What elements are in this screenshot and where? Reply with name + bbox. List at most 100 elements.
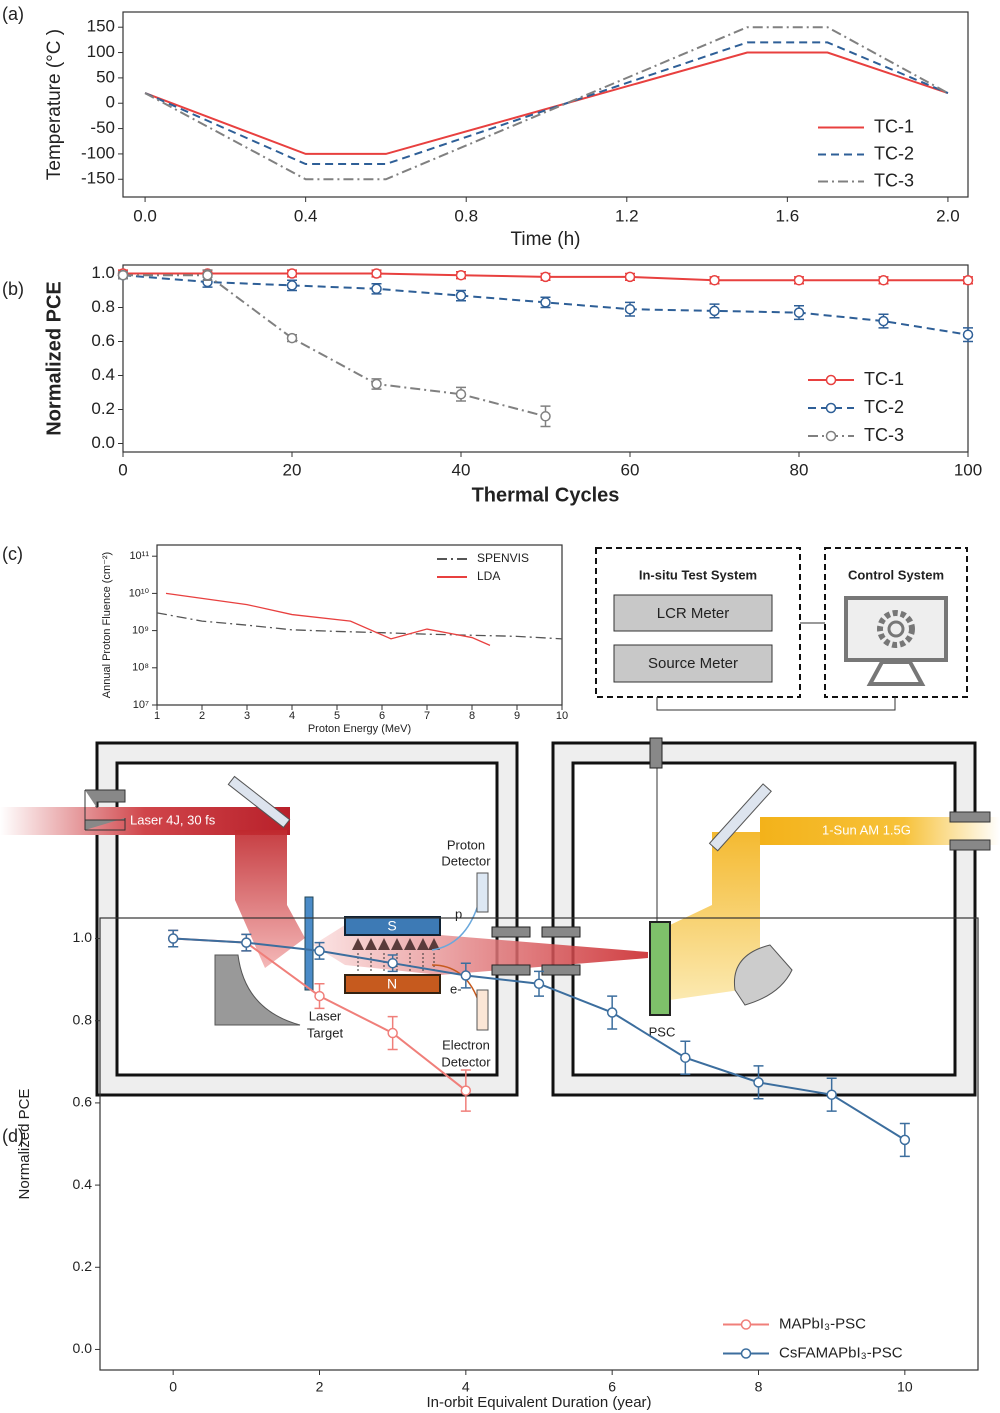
source-meter [613, 644, 773, 683]
marker [709, 305, 720, 317]
x-tick-label: 2.0 [936, 206, 960, 225]
marker [455, 269, 467, 281]
y-tick-label: 10¹¹ [129, 550, 149, 562]
electron-detector-label: Detector [441, 1054, 491, 1069]
monitor-stand [866, 660, 926, 686]
source-label: Source Meter [648, 655, 738, 672]
x-tick-label: 1.6 [776, 206, 800, 225]
marker [533, 978, 545, 989]
sun-mirror [733, 944, 793, 1006]
mirror [708, 783, 772, 852]
x-tick-label: 10 [556, 710, 568, 722]
marker [826, 1089, 837, 1100]
x-tick-label: 4 [289, 710, 295, 722]
legend-label: MAPbI₃-PSC [779, 1315, 866, 1332]
marker [387, 957, 398, 969]
proton-detector [476, 872, 489, 913]
y-tick-label: 1.0 [73, 929, 93, 945]
feedthrough [649, 737, 663, 769]
y-tick-label: 0.8 [91, 297, 115, 316]
marker [540, 411, 551, 422]
x-tick-label: 9 [514, 710, 520, 722]
beam-port [491, 926, 581, 976]
sun-path [670, 832, 760, 1000]
x-tick-label: 0.4 [294, 206, 318, 225]
test-system-title: In-situ Test System [639, 567, 757, 582]
legend-marker [740, 1348, 752, 1359]
x-tick-label: 0 [169, 1379, 177, 1395]
x-tick-label: 1.2 [615, 206, 639, 225]
marker [286, 332, 298, 344]
magnet-s [344, 916, 441, 936]
marker [314, 945, 325, 957]
marker [878, 275, 889, 286]
electron-detector [476, 989, 489, 1031]
chamber-right-inner [571, 761, 957, 1077]
x-axis-title: Thermal Cycles [472, 484, 620, 506]
flange [949, 811, 991, 851]
y-tick-label: 10⁹ [132, 625, 149, 637]
marker [371, 378, 382, 390]
y-tick-label: -100 [81, 143, 115, 162]
gear [877, 610, 915, 648]
electron-detector-label: Electron [442, 1037, 490, 1052]
y-tick-label: 1.0 [91, 263, 115, 282]
plot-frame [122, 264, 969, 453]
marker [460, 1085, 472, 1096]
y-axis-title: Normalized PCE [43, 281, 65, 435]
magnet-n-label: N [387, 976, 397, 992]
marker [371, 283, 382, 295]
laser-path [235, 830, 305, 968]
proton-detector-label: Proton [447, 837, 485, 852]
legend-label: TC-1 [874, 116, 914, 136]
lcr-label: LCR Meter [657, 605, 730, 622]
legend-marker [825, 374, 837, 386]
y-tick-label: 0.8 [73, 1011, 93, 1027]
series-line [165, 592, 491, 646]
mirror [227, 775, 291, 829]
legend-marker [740, 1319, 752, 1330]
y-tick-label: 0.4 [91, 365, 115, 384]
electron-label: e- [450, 981, 462, 996]
x-tick-label: 80 [790, 460, 809, 479]
proton-detector-label: Detector [441, 853, 491, 868]
x-axis-title: Proton Energy (MeV) [308, 723, 411, 735]
marker [167, 933, 179, 944]
flange [84, 789, 126, 831]
marker [286, 280, 298, 291]
laser-label: Laser 4J, 30 fs [130, 812, 216, 827]
field-arrows [352, 938, 440, 950]
y-tick-label: 100 [87, 42, 115, 61]
x-tick-label: 0.0 [133, 206, 157, 225]
marker [709, 275, 720, 286]
x-tick-label: 2 [199, 710, 205, 722]
legend-label: TC-1 [864, 369, 904, 389]
x-tick-label: 40 [452, 460, 471, 479]
series-line [144, 26, 949, 181]
marker [455, 388, 467, 400]
marker [455, 290, 467, 301]
target-label: Target [307, 1025, 344, 1040]
marker [606, 1007, 618, 1018]
x-tick-label: 5 [334, 710, 340, 722]
plot-frame [156, 544, 563, 706]
legend-label: TC-2 [864, 397, 904, 417]
x-tick-label: 0.8 [454, 206, 478, 225]
marker [624, 271, 636, 283]
test-system-box [595, 547, 801, 698]
x-tick-label: 8 [469, 710, 475, 722]
y-tick-label: 0.0 [91, 433, 115, 452]
marker [387, 1027, 398, 1039]
lcr-meter [613, 594, 773, 632]
y-tick-label: 0 [106, 93, 115, 112]
x-tick-label: 8 [755, 1379, 763, 1395]
parabolic-mirror [214, 954, 301, 1026]
legend-marker [825, 402, 837, 414]
legend-label: LDA [477, 569, 500, 583]
x-tick-label: 4 [462, 1379, 470, 1395]
y-tick-label: 0.6 [91, 331, 115, 350]
x-tick-label: 0 [118, 460, 127, 479]
x-tick-label: 20 [283, 460, 302, 479]
marker [202, 269, 213, 281]
marker [878, 315, 889, 327]
